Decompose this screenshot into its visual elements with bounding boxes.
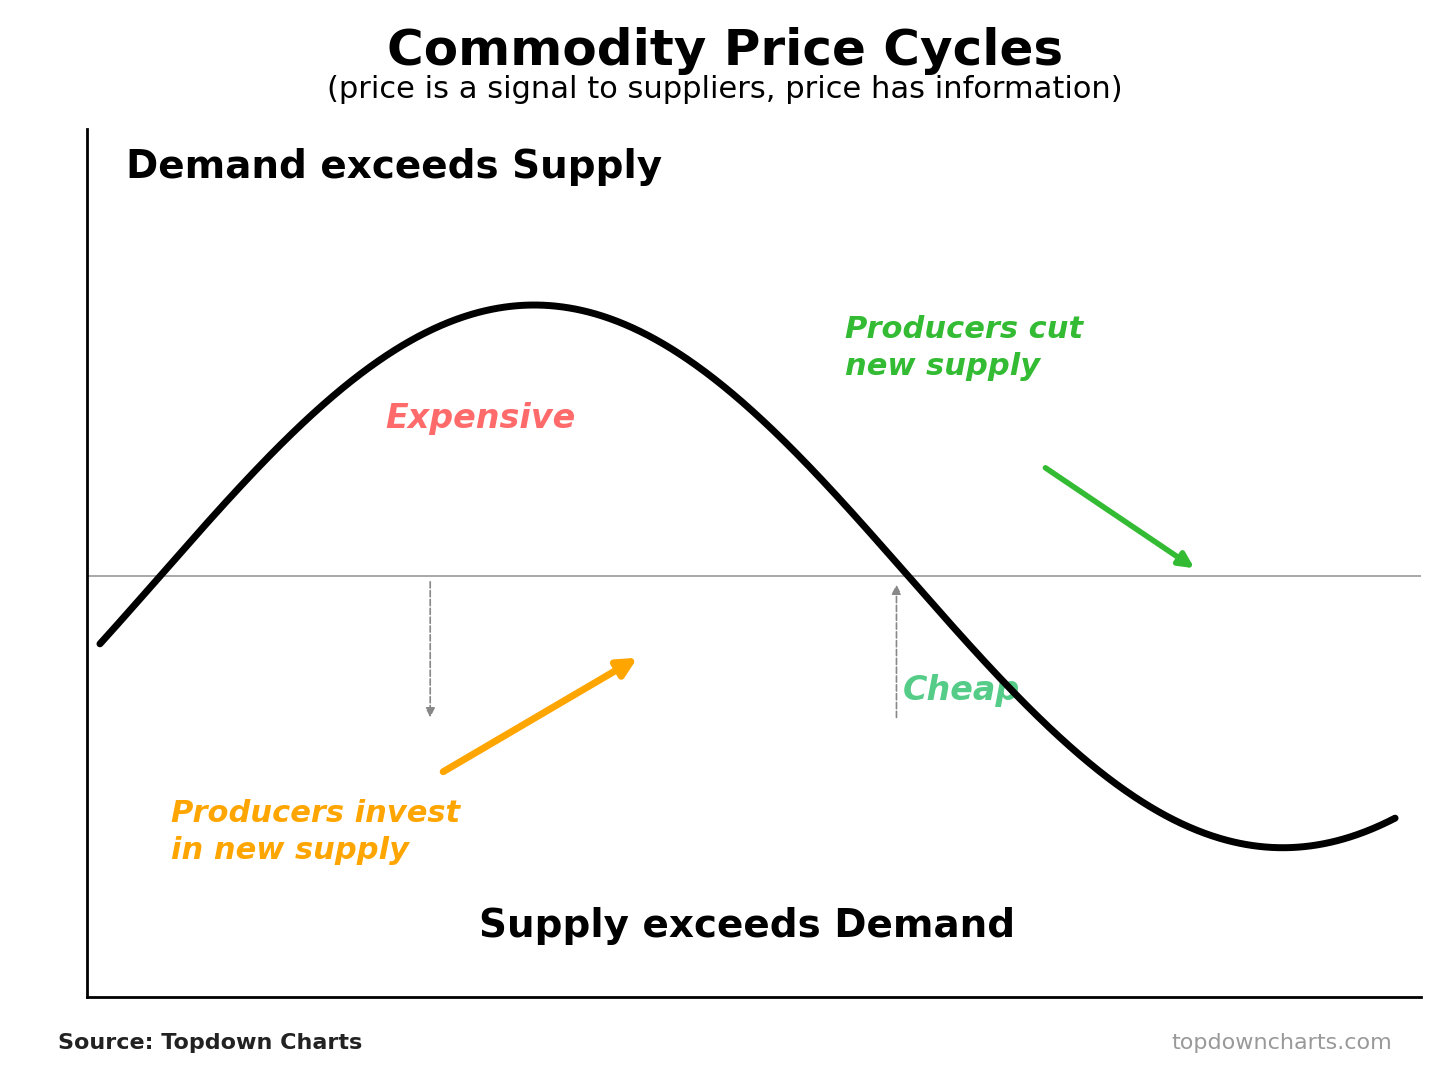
Text: Source: Topdown Charts: Source: Topdown Charts [58,1032,362,1053]
Text: (price is a signal to suppliers, price has information): (price is a signal to suppliers, price h… [328,75,1122,104]
Text: Expensive: Expensive [384,402,576,435]
Text: Producers invest
in new supply: Producers invest in new supply [171,799,460,865]
Text: topdowncharts.com: topdowncharts.com [1172,1032,1392,1053]
Text: Producers cut
new supply: Producers cut new supply [845,315,1083,381]
Text: Cheap: Cheap [903,674,1021,706]
Text: Demand exceeds Supply: Demand exceeds Supply [126,148,663,185]
Text: Commodity Price Cycles: Commodity Price Cycles [387,27,1063,75]
Text: Supply exceeds Demand: Supply exceeds Demand [480,907,1015,946]
